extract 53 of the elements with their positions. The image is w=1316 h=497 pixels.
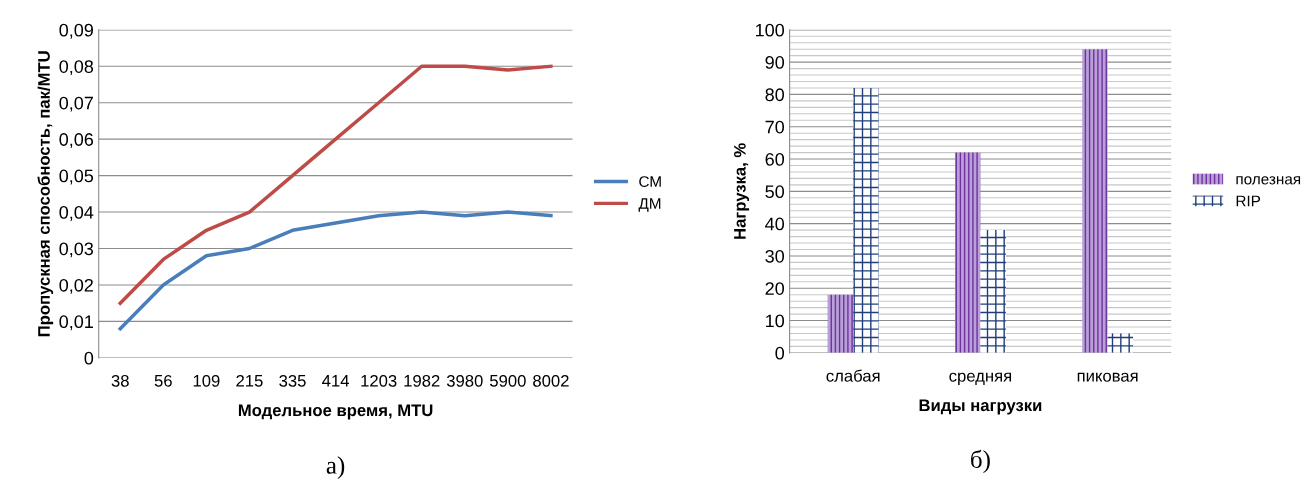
x-tick-label: пиковая	[1077, 372, 1138, 382]
y-tick-label: 100	[755, 23, 785, 37]
y-tick-label: 0,01	[59, 315, 93, 331]
bar	[853, 87, 879, 353]
y-tick-label: 80	[765, 88, 785, 102]
x-tick-label: 1203	[361, 374, 397, 387]
x-axis-title: Виды нагрузки	[919, 399, 1042, 415]
x-tick-label: 5900	[489, 374, 526, 387]
y-tick-label: 0,04	[59, 205, 94, 221]
y-axis-title: Нагрузка, %	[734, 143, 750, 239]
y-axis-title: Пропускная способность, пак/MTU	[37, 51, 54, 337]
y-tick-label: 0	[775, 346, 785, 360]
x-tick-label: 1982	[404, 374, 440, 387]
bar	[1082, 49, 1108, 353]
y-tick-label: 60	[765, 152, 785, 166]
x-tick-label: 56	[154, 374, 172, 387]
x-tick-label: 109	[193, 374, 220, 387]
y-tick-label: 40	[765, 217, 785, 231]
x-tick-label: средняя	[949, 372, 1011, 386]
y-tick-label: 10	[766, 314, 785, 328]
y-tick-label: 0,02	[59, 278, 93, 294]
legend-label: СМ	[639, 176, 661, 187]
y-tick-label: 0,06	[59, 133, 94, 149]
y-tick-label: 50	[765, 185, 785, 199]
x-tick-label: 8002	[533, 374, 569, 387]
bar	[954, 152, 981, 353]
line-series	[118, 210, 553, 331]
legend-label: RIP	[1236, 195, 1261, 207]
y-tick-label: 0,05	[59, 169, 94, 185]
y-tick-label: 70	[765, 120, 785, 134]
y-tick-label: 30	[765, 249, 785, 263]
y-tick-label: 0,08	[59, 60, 94, 76]
bar	[1107, 333, 1134, 353]
legend-label: полезная	[1236, 176, 1301, 185]
legend-label: ДМ	[638, 198, 661, 212]
y-tick-label: 20	[765, 282, 785, 295]
x-tick-label: 414	[322, 375, 349, 387]
text: а)	[326, 456, 345, 479]
x-tick-label: слабая	[826, 369, 880, 382]
y-tick-label: 0,03	[59, 242, 94, 258]
x-axis-title: Модельное время, MTU	[238, 404, 433, 420]
x-tick-label: 3980	[446, 374, 483, 387]
text: б)	[971, 449, 990, 473]
bar	[980, 230, 1006, 353]
y-tick-label: 0,09	[59, 23, 93, 39]
y-tick-label: 90	[765, 56, 785, 69]
y-tick-label: 0	[84, 351, 94, 365]
bar	[827, 294, 854, 353]
x-tick-label: 335	[279, 374, 306, 387]
x-tick-label: 215	[236, 374, 263, 387]
line-series	[118, 64, 553, 305]
x-tick-label: 38	[111, 374, 129, 387]
y-tick-label: 0,07	[59, 96, 93, 112]
